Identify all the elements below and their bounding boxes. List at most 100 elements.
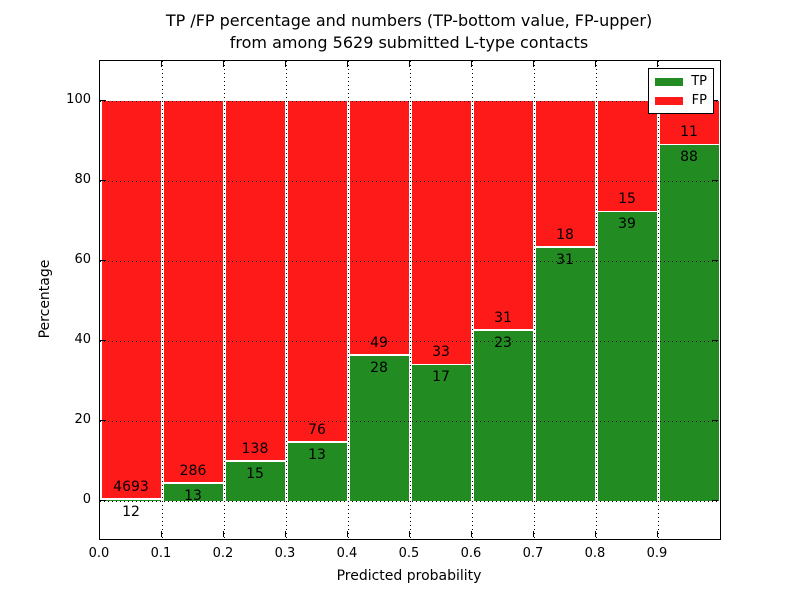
fp-count-label: 76 xyxy=(308,421,326,438)
tp-legend-swatch xyxy=(655,77,683,86)
bar-edge xyxy=(101,498,161,500)
fp-bar-segment xyxy=(225,101,285,462)
tp-count-label: 28 xyxy=(370,359,388,376)
bar-edge xyxy=(163,482,223,484)
v-gridline xyxy=(596,61,597,539)
fp-count-label: 15 xyxy=(618,191,636,208)
tp-count-label: 39 xyxy=(618,216,636,233)
fp-count-label: 286 xyxy=(179,462,207,479)
tp-count-label: 17 xyxy=(432,369,450,385)
fp-count-label: 49 xyxy=(370,334,388,351)
tp-bar-segment xyxy=(659,145,719,501)
v-gridline xyxy=(410,61,411,539)
y-tick-label: 40 xyxy=(74,332,91,347)
x-tick-mark xyxy=(657,531,658,537)
x-tick-mark-top xyxy=(657,61,658,67)
tp-bar-segment xyxy=(411,365,471,501)
x-tick-label: 0.6 xyxy=(460,546,482,561)
y-axis-label: Percentage xyxy=(37,259,53,339)
tp-bar-segment xyxy=(163,483,223,501)
x-tick-mark xyxy=(347,531,348,537)
y-tick-mark xyxy=(100,500,106,501)
tp-legend-label: TP xyxy=(691,74,707,89)
y-tick-mark-right xyxy=(712,500,718,501)
bar-edge xyxy=(659,143,719,146)
legend-entry-tp: TP xyxy=(655,74,707,89)
x-tick-mark-top xyxy=(595,61,596,67)
x-tick-mark xyxy=(533,531,534,537)
fp-legend-label: FP xyxy=(691,93,707,108)
tp-count-label: 31 xyxy=(556,251,574,268)
tp-count-label: 15 xyxy=(246,465,264,482)
bar-edge xyxy=(597,210,657,213)
tp-bar-segment xyxy=(287,442,347,501)
legend-entry-fp: FP xyxy=(655,93,707,108)
x-tick-mark xyxy=(161,531,162,537)
fp-count-label: 4693 xyxy=(113,478,149,495)
fp-legend-swatch xyxy=(655,96,683,105)
bar-edge xyxy=(473,329,533,331)
x-axis-label: Predicted probability xyxy=(336,568,482,584)
bar-edge xyxy=(411,363,471,365)
tp-count-label: 13 xyxy=(308,446,326,463)
x-tick-label: 0.5 xyxy=(398,546,420,561)
tp-bar-segment xyxy=(349,355,409,501)
y-tick-label: 60 xyxy=(74,252,91,267)
x-tick-label: 0.3 xyxy=(274,546,296,561)
y-tick-mark xyxy=(100,180,106,181)
x-tick-mark xyxy=(471,531,472,537)
fp-count-label: 138 xyxy=(241,440,269,457)
y-tick-label: 80 xyxy=(74,172,91,187)
y-tick-label: 100 xyxy=(66,92,91,107)
v-gridline xyxy=(472,61,473,539)
y-tick-mark xyxy=(100,340,106,341)
x-tick-mark-top xyxy=(161,61,162,67)
bar-edge xyxy=(349,354,409,356)
y-tick-mark-right xyxy=(712,420,718,421)
fp-count-label: 11 xyxy=(680,124,698,141)
bar-edge xyxy=(287,441,347,443)
tp-bar-segment xyxy=(225,461,285,501)
x-tick-label: 0.0 xyxy=(88,546,110,561)
tp-bar-segment xyxy=(473,330,533,501)
fp-count-label: 18 xyxy=(556,226,574,243)
bar-edge xyxy=(225,460,285,462)
x-tick-label: 0.2 xyxy=(212,546,234,561)
x-tick-mark-top xyxy=(223,61,224,67)
y-tick-mark xyxy=(100,260,106,261)
fp-count-label: 31 xyxy=(494,309,512,326)
y-tick-mark-right xyxy=(712,340,718,341)
fp-bar-segment xyxy=(163,101,223,484)
fp-bar-segment xyxy=(597,101,657,213)
v-gridline xyxy=(658,61,659,539)
x-tick-label: 0.9 xyxy=(646,546,668,561)
x-tick-mark xyxy=(223,531,224,537)
x-tick-label: 0.8 xyxy=(584,546,606,561)
tp-count-label: 88 xyxy=(680,149,698,166)
chart-title-line2: from among 5629 submitted L-type contact… xyxy=(229,33,589,52)
fp-bar-segment xyxy=(101,101,161,500)
y-tick-mark-right xyxy=(712,100,718,101)
legend: TP FP xyxy=(648,68,714,114)
fp-bar-segment xyxy=(287,101,347,443)
x-tick-mark-top xyxy=(99,61,100,67)
x-tick-mark xyxy=(99,531,100,537)
x-tick-label: 0.7 xyxy=(522,546,544,561)
tp-bar-segment xyxy=(535,247,595,501)
fp-bar-segment xyxy=(349,101,409,356)
v-gridline xyxy=(162,61,163,539)
fp-bar-segment xyxy=(473,101,533,331)
y-tick-label: 20 xyxy=(74,412,91,427)
tp-bar-segment xyxy=(597,212,657,501)
y-tick-mark-right xyxy=(712,260,718,261)
tp-bar-segment xyxy=(101,499,161,501)
bar-edge xyxy=(535,246,595,248)
v-gridline xyxy=(286,61,287,539)
x-tick-mark-top xyxy=(285,61,286,67)
x-tick-mark-top xyxy=(471,61,472,67)
v-gridline xyxy=(224,61,225,539)
tp-count-label: 13 xyxy=(184,487,202,504)
x-tick-mark xyxy=(595,531,596,537)
x-tick-mark xyxy=(285,531,286,537)
